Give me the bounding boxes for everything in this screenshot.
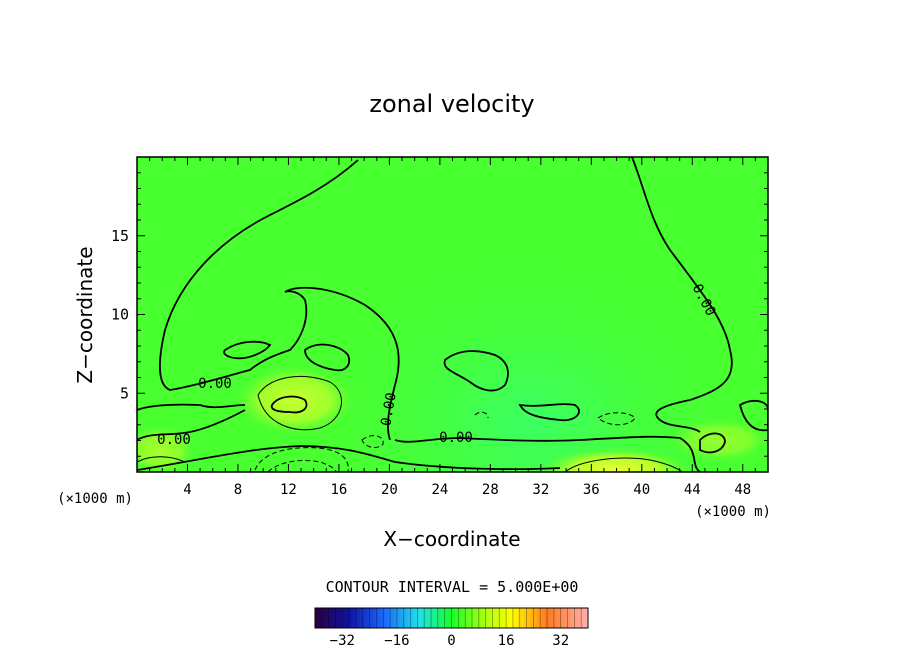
contour-line xyxy=(564,457,683,472)
chart-title: zonal velocity xyxy=(369,90,534,118)
colorbar: −32 −16 0 16 32 xyxy=(314,607,589,649)
contour-line xyxy=(254,447,349,472)
contour-line xyxy=(518,403,580,422)
contour-line xyxy=(361,435,384,448)
colorbar-tick-label: −32 xyxy=(330,633,355,649)
y-tick-label: 5 xyxy=(120,384,129,402)
contour-line xyxy=(394,435,701,472)
colorbar-tick-label: −16 xyxy=(384,633,409,649)
x-axis-unit-right: (×1000 m) xyxy=(695,504,771,520)
contour-interval-label: CONTOUR INTERVAL = 5.000E+00 xyxy=(326,578,579,596)
contour-line xyxy=(699,432,726,454)
contour-line xyxy=(474,411,489,419)
colorbar-tick-label: 16 xyxy=(498,633,515,649)
positive-contours xyxy=(137,375,683,472)
contour-label: 0.00 xyxy=(378,391,400,427)
field-negative-core xyxy=(210,430,390,472)
colorbar-tick-label: 0 xyxy=(447,633,455,649)
x-tick-label: 40 xyxy=(633,482,650,498)
velocity-field xyxy=(137,157,768,472)
x-tick-label: 44 xyxy=(684,482,701,498)
contour-line xyxy=(738,399,768,432)
field-positive-core xyxy=(235,365,355,435)
contour-line xyxy=(304,343,350,372)
y-axis: 5 10 15 xyxy=(111,172,768,457)
field-weak-negative-region xyxy=(320,260,740,472)
x-tick-label: 24 xyxy=(431,482,448,498)
contour-line xyxy=(159,159,400,441)
negative-contours xyxy=(254,411,636,472)
colorbar-gradient xyxy=(315,608,588,628)
contour-label: 0.00 xyxy=(439,430,473,446)
contour-line xyxy=(597,412,636,426)
colorbar-tick-label: 32 xyxy=(552,633,569,649)
y-tick-label: 15 xyxy=(111,227,129,245)
colorbar-divisions xyxy=(321,608,582,628)
x-tick-label: 20 xyxy=(381,482,398,498)
contour-line xyxy=(631,157,733,433)
x-tick-label: 48 xyxy=(734,482,751,498)
contour-line xyxy=(137,409,246,441)
x-tick-label: 28 xyxy=(482,482,499,498)
contour-label: 0.00 xyxy=(157,432,191,448)
contour-line xyxy=(270,395,308,414)
contour-label: 0.00 xyxy=(198,376,232,392)
x-axis-label: X−coordinate xyxy=(383,527,520,551)
y-tick-label: 10 xyxy=(111,306,129,324)
x-tick-label: 32 xyxy=(532,482,549,498)
x-tick-label: 4 xyxy=(183,482,191,498)
colorbar-ticks: −32 −16 0 16 32 xyxy=(330,633,569,649)
x-axis-unit-left: (×1000 m) xyxy=(57,491,133,507)
x-tick-label: 36 xyxy=(583,482,600,498)
contour-line xyxy=(137,456,186,463)
field-positive-surface xyxy=(540,448,690,472)
x-tick-label: 12 xyxy=(280,482,297,498)
x-axis: 4 8 12 16 20 24 28 32 36 40 44 48 xyxy=(149,157,756,498)
x-tick-label: 16 xyxy=(330,482,347,498)
y-axis-label: Z−coordinate xyxy=(73,246,97,383)
x-tick-label: 8 xyxy=(234,482,242,498)
contour-line xyxy=(257,375,342,431)
colorbar-frame xyxy=(314,607,589,629)
contour-line xyxy=(223,340,272,360)
field-positive-right xyxy=(670,418,768,462)
contour-line xyxy=(443,350,509,392)
contour-line xyxy=(137,403,246,411)
